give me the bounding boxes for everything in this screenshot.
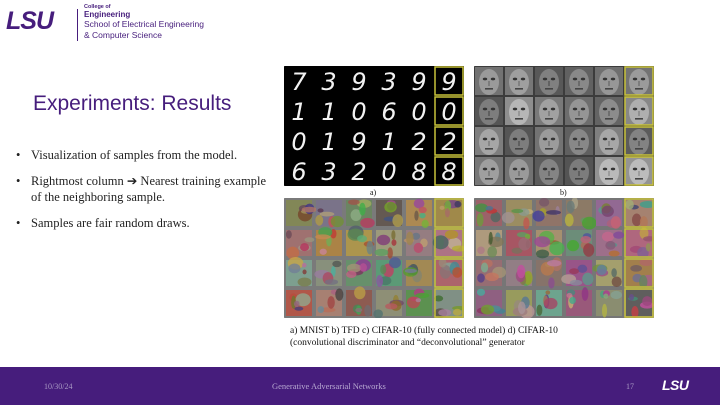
nearest-example-highlight xyxy=(434,258,464,288)
footer-title: Generative Adversarial Networks xyxy=(272,381,386,391)
nearest-example-highlight xyxy=(624,228,654,258)
lsu-logo: LSU xyxy=(6,7,54,35)
cifar-fc-samples-grid xyxy=(284,198,464,318)
nearest-example-highlight xyxy=(434,228,464,258)
mnist-digit: 9 xyxy=(441,68,456,96)
nearest-example-highlight xyxy=(624,198,654,228)
panel-label-b: b) xyxy=(560,188,567,197)
cifar-conv-samples-panel xyxy=(474,198,654,318)
slide-title: Experiments: Results xyxy=(33,92,232,115)
mnist-digit: 9 xyxy=(351,68,366,96)
school-line-2: & Computer Science xyxy=(84,30,162,40)
slide-footer: 10/30/24 Generative Adversarial Networks… xyxy=(0,367,720,405)
nearest-example-highlight xyxy=(624,258,654,288)
mnist-digit: 6 xyxy=(291,158,306,186)
bullet-item: Rightmost column ➔ Nearest training exam… xyxy=(16,173,276,205)
mnist-digit: 3 xyxy=(321,158,336,186)
nearest-example-highlight xyxy=(434,156,464,186)
logo-divider xyxy=(77,9,78,41)
figure-caption: a) MNIST b) TFD c) CIFAR-10 (fully conne… xyxy=(290,325,690,349)
panel-label-a: a) xyxy=(370,188,377,197)
mnist-digit: 1 xyxy=(381,128,396,156)
mnist-digit: 8 xyxy=(411,158,426,186)
college-of-label: College of xyxy=(84,4,111,10)
bullet-item: Visualization of samples from the model. xyxy=(16,147,276,163)
mnist-digit: 1 xyxy=(321,128,336,156)
cifar-fc-samples-panel xyxy=(284,198,464,318)
mnist-digit: 0 xyxy=(381,158,396,186)
nearest-example-highlight xyxy=(434,126,464,156)
nearest-example-highlight xyxy=(434,198,464,228)
mnist-digit: 2 xyxy=(441,128,456,156)
mnist-digit: 0 xyxy=(351,98,366,126)
mnist-digit: 7 xyxy=(291,68,307,96)
nearest-example-highlight xyxy=(624,66,654,96)
tfd-samples-panel xyxy=(474,66,654,186)
college-block: College of Engineering School of Electri… xyxy=(84,4,204,41)
footer-lsu-logo: LSU xyxy=(662,377,689,393)
mnist-digit: 0 xyxy=(291,128,306,156)
bullet-item: Samples are fair random draws. xyxy=(16,215,276,231)
school-line-1: School of Electrical Engineering xyxy=(84,19,205,29)
cifar-conv-samples-grid xyxy=(474,198,654,318)
mnist-digit: 9 xyxy=(351,128,366,156)
caption-line-1: a) MNIST b) TFD c) CIFAR-10 (fully conne… xyxy=(290,326,558,336)
mnist-digit: 9 xyxy=(411,68,426,96)
mnist-samples-grid: 7 3 9 3 9 91 1 0 6 0 00 1 9 1 2 26 3 2 0 8 8 xyxy=(284,66,464,186)
footer-date: 10/30/24 xyxy=(44,382,73,391)
nearest-example-highlight xyxy=(624,156,654,186)
nearest-example-highlight xyxy=(434,66,464,96)
nearest-example-highlight xyxy=(434,96,464,126)
bullet-list: Visualization of samples from the model.… xyxy=(16,147,276,241)
nearest-example-highlight xyxy=(434,288,464,318)
mnist-digit: 2 xyxy=(411,128,426,156)
caption-line-2: (convolutional discriminator and “deconv… xyxy=(290,338,525,348)
nearest-example-highlight xyxy=(624,288,654,318)
mnist-digit: 1 xyxy=(291,98,306,126)
mnist-digit: 0 xyxy=(441,98,456,126)
mnist-digit: 3 xyxy=(321,68,336,96)
slide-header: LSU College of Engineering School of Ele… xyxy=(0,0,720,48)
mnist-digit: 0 xyxy=(411,98,426,126)
mnist-digit: 2 xyxy=(351,158,366,186)
mnist-digit: 8 xyxy=(441,158,456,186)
nearest-example-highlight xyxy=(624,96,654,126)
mnist-digit: 3 xyxy=(381,68,396,96)
nearest-example-highlight xyxy=(624,126,654,156)
tfd-samples-grid xyxy=(474,66,654,186)
college-name: Engineering xyxy=(84,10,131,19)
mnist-digit: 6 xyxy=(381,98,396,126)
mnist-digit: 1 xyxy=(321,98,336,126)
page-number: 17 xyxy=(626,382,634,391)
